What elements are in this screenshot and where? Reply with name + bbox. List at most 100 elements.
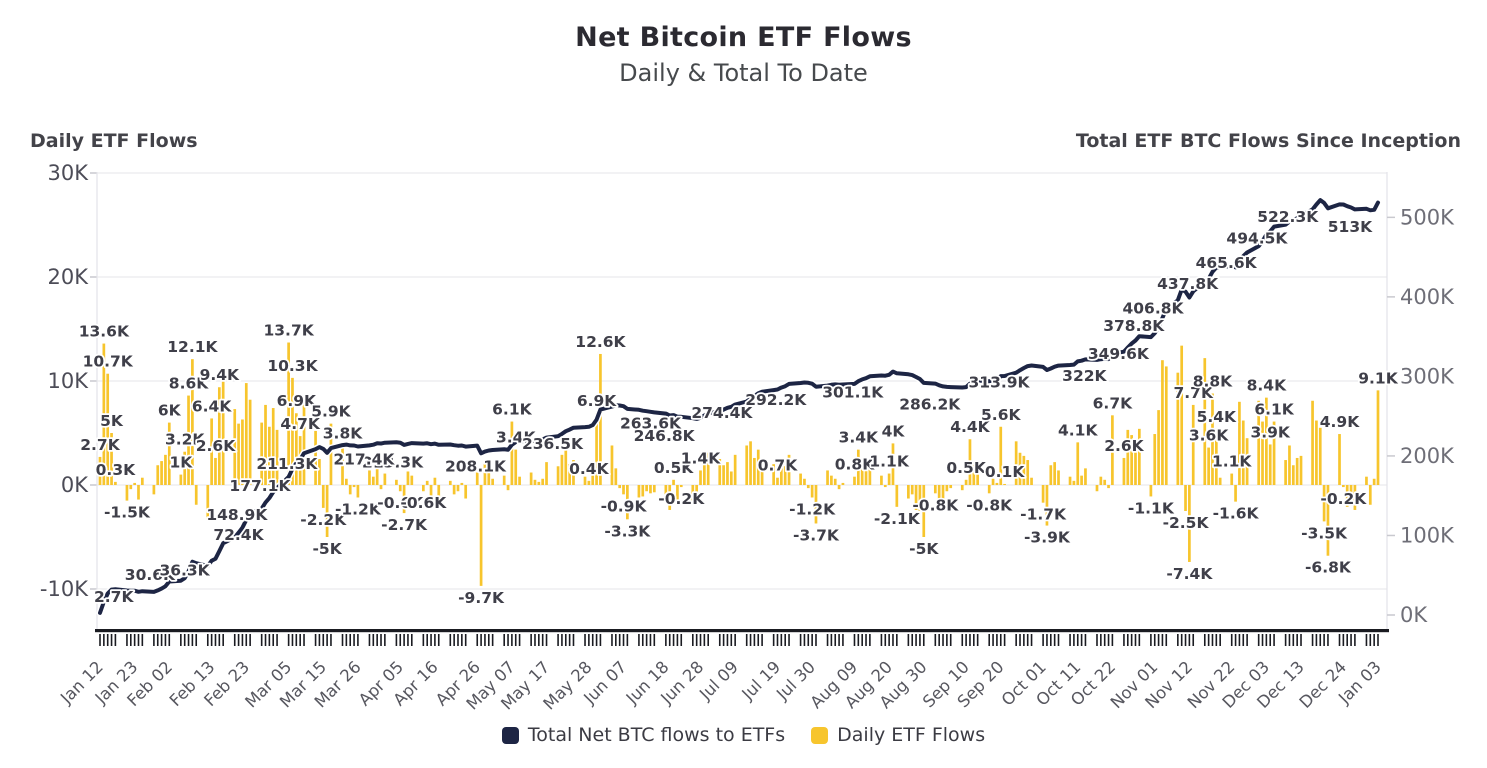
x-day-tick <box>695 634 698 646</box>
x-day-tick <box>1180 634 1183 646</box>
plot-gridlines <box>90 172 1388 629</box>
x-day-tick <box>480 634 482 646</box>
x-day-tick <box>865 634 867 646</box>
bar <box>891 443 895 485</box>
x-day-tick <box>1219 634 1221 646</box>
x-day-tick <box>141 634 144 646</box>
x-day-tick <box>514 634 517 646</box>
bar <box>772 464 775 485</box>
bar-value-label: -9.7K <box>458 589 505 607</box>
bar <box>1345 485 1349 507</box>
x-day-tick <box>572 634 575 646</box>
bar-value-label: 10.7K <box>83 353 134 371</box>
x-day-tick <box>1311 634 1314 646</box>
bar <box>595 413 598 485</box>
x-day-tick <box>133 634 136 646</box>
x-day-tick <box>1342 634 1345 646</box>
bar <box>260 422 264 485</box>
legend-label-line: Total Net BTC flows to ETFs <box>527 724 786 746</box>
bar-value-label: 5.4K <box>1197 408 1237 426</box>
bar-value-label: 10.3K <box>267 357 318 375</box>
x-day-tick <box>187 634 190 646</box>
bar <box>1265 397 1268 485</box>
bar <box>125 485 129 501</box>
bar <box>156 465 160 485</box>
bar <box>1111 415 1114 485</box>
bar <box>672 479 675 485</box>
bar <box>1153 434 1157 485</box>
x-axis <box>95 629 1389 646</box>
x-day-tick <box>745 634 748 646</box>
chart-legend: Total Net BTC flows to ETFs Daily ETF Fl… <box>0 724 1487 746</box>
bar <box>491 478 494 485</box>
x-day-tick <box>318 634 321 646</box>
bar <box>703 455 706 485</box>
daily-etf-flows-bars <box>98 342 1380 586</box>
bar <box>1245 438 1249 485</box>
bar <box>318 459 321 485</box>
x-day-tick <box>595 634 598 646</box>
x-day-tick <box>137 634 140 646</box>
bar <box>114 481 117 485</box>
bar <box>864 468 868 485</box>
x-day-tick <box>1238 634 1241 646</box>
bar <box>244 383 248 485</box>
x-day-tick <box>153 634 155 646</box>
bar <box>268 426 271 485</box>
x-day-tick <box>915 634 917 646</box>
bar <box>133 482 136 485</box>
bar <box>622 485 625 495</box>
bar <box>945 485 949 492</box>
x-day-tick <box>503 634 505 646</box>
right-axis-tick-label: 0K <box>1400 603 1428 627</box>
x-day-tick <box>834 634 837 646</box>
bar-value-label: -0.9K <box>601 497 648 515</box>
bar <box>618 485 622 489</box>
bar <box>1295 457 1299 485</box>
x-day-tick <box>260 634 263 646</box>
x-day-tick <box>734 634 736 646</box>
bar <box>510 421 514 485</box>
bar <box>356 485 360 498</box>
bar <box>321 485 325 508</box>
bar-value-label: -2.2K <box>300 511 347 529</box>
bar <box>745 445 749 485</box>
x-axis-line <box>95 629 1389 633</box>
left-axis-tick-label: 0K <box>61 473 89 497</box>
bar <box>610 445 614 485</box>
bar <box>776 477 779 485</box>
bar-value-label: -1.6K <box>1213 505 1260 523</box>
bar <box>907 485 910 499</box>
chart-title: Net Bitcoin ETF Flows <box>575 22 912 53</box>
x-day-tick <box>1019 634 1021 646</box>
bar <box>1372 478 1376 485</box>
x-day-tick <box>1050 634 1052 646</box>
x-day-tick <box>1076 634 1079 646</box>
bar <box>1261 421 1264 485</box>
x-day-tick <box>110 634 113 646</box>
line-value-label: 465.6K <box>1196 254 1258 272</box>
x-day-tick <box>1215 634 1218 646</box>
x-day-tick <box>380 634 382 646</box>
bar <box>1184 485 1187 511</box>
x-day-tick <box>233 634 236 646</box>
x-day-tick <box>949 634 952 646</box>
bar <box>1299 455 1303 485</box>
bar <box>652 485 656 493</box>
bar <box>729 471 733 485</box>
x-day-tick <box>322 634 325 646</box>
x-day-tick <box>1153 634 1156 646</box>
x-day-tick <box>326 634 328 646</box>
x-day-tick <box>641 634 644 646</box>
x-day-tick <box>911 634 914 646</box>
line-value-label: 301.1K <box>822 384 884 402</box>
x-day-tick <box>1292 634 1295 646</box>
bar <box>1238 401 1241 485</box>
x-day-tick <box>191 634 194 646</box>
x-day-tick <box>1161 634 1164 646</box>
bar-value-label: 0.4K <box>569 460 609 478</box>
x-day-tick <box>1203 634 1206 646</box>
x-day-tick <box>430 634 432 646</box>
x-day-tick <box>464 634 467 646</box>
